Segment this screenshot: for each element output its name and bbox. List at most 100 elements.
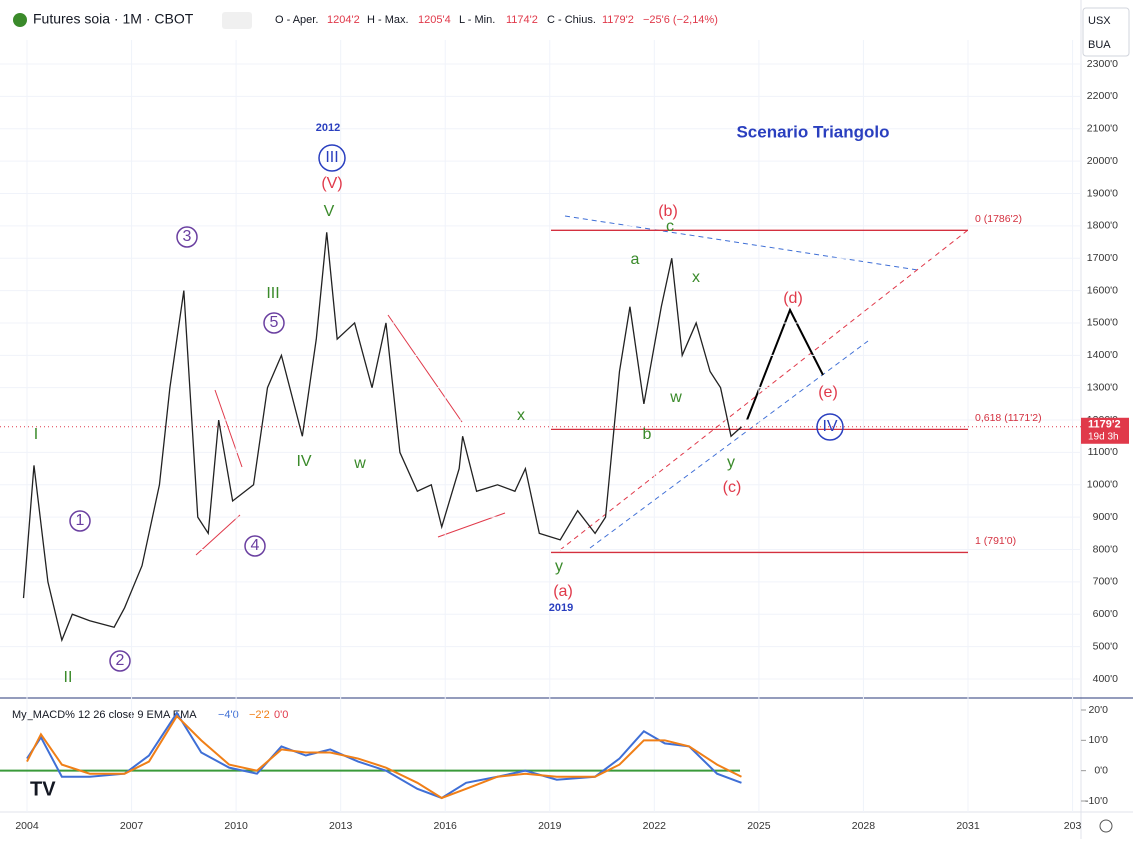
wave-label: 1 — [76, 512, 85, 529]
x-tick-label: 2004 — [15, 820, 39, 832]
wave-label: c — [666, 218, 674, 235]
high-label: H - Max. — [367, 14, 409, 26]
wave-label: 5 — [270, 314, 279, 331]
wave-circle — [176, 226, 198, 248]
y-tick-label: 2100'0 — [1087, 123, 1118, 135]
wave-label: y — [555, 558, 563, 575]
unit[interactable]: BUA — [1088, 39, 1111, 51]
wave-label: (a) — [553, 583, 573, 600]
countdown: 19d 3h — [1088, 431, 1119, 442]
y-tick-label: 1700'0 — [1087, 252, 1118, 264]
y-tick-label: 2000'0 — [1087, 155, 1118, 167]
trendlines — [195, 215, 969, 556]
macd-tick-label: 20'0 — [1088, 704, 1108, 716]
symbol-icon — [13, 13, 27, 27]
x-tick-label: 2007 — [120, 820, 144, 832]
symbol[interactable]: Futures soia · 1M · CBOT — [33, 11, 194, 27]
wave-label: III — [325, 149, 338, 166]
price-line — [22, 232, 742, 643]
wave-label: 2 — [116, 652, 125, 669]
x-tick-label: 203 — [1064, 820, 1082, 832]
signal-value: −2'2 — [249, 709, 270, 721]
macd-line — [26, 714, 742, 800]
wave-label: IV — [296, 453, 311, 470]
hist-value: 0'0 — [274, 709, 288, 721]
wave-label: y — [727, 454, 735, 471]
close-value: 1179'2 — [602, 14, 634, 26]
wave-label: w — [353, 455, 366, 472]
wave-label: (d) — [783, 290, 803, 307]
x-tick-label: 2025 — [747, 820, 771, 832]
settings[interactable] — [1099, 819, 1113, 833]
wave-label: 2012 — [316, 122, 340, 134]
wave-label: IV — [822, 418, 837, 435]
wave-label: a — [631, 251, 640, 268]
macd-value: −4'0 — [218, 709, 239, 721]
low-label: L - Min. — [459, 14, 495, 26]
y-tick-label: 1300'0 — [1087, 381, 1118, 393]
x-tick-label: 2022 — [643, 820, 667, 832]
open-value: 1204'2 — [327, 14, 360, 26]
y-tick-label: 1800'0 — [1087, 220, 1118, 232]
wave-label: (V) — [321, 175, 342, 192]
wave-circle — [244, 535, 266, 557]
wave-circle — [69, 510, 91, 532]
wave-label: 2019 — [549, 602, 573, 614]
x-tick-label: 2028 — [852, 820, 876, 832]
high-value: 1205'4 — [418, 14, 451, 26]
y-tick-label: 1100'0 — [1088, 446, 1119, 458]
wave-circle — [318, 144, 346, 172]
wave-label: x — [692, 269, 700, 286]
wave-label: (c) — [723, 479, 742, 496]
wave-label: 4 — [251, 537, 260, 554]
last-price: 1179'2 — [1088, 419, 1121, 431]
badge — [222, 12, 252, 29]
y-tick-label: 700'0 — [1093, 576, 1119, 588]
macd-tick-label: 10'0 — [1088, 734, 1108, 746]
currency[interactable]: USX — [1088, 15, 1111, 27]
wave-circle — [816, 413, 844, 441]
y-tick-label: 1500'0 — [1087, 317, 1118, 329]
logo: TV — [30, 778, 56, 800]
x-tick-label: 2019 — [538, 820, 562, 832]
last-price-box — [1081, 417, 1129, 444]
y-tick-label: 500'0 — [1093, 640, 1119, 652]
wave-label: I — [34, 426, 38, 443]
wave-label: 3 — [183, 228, 192, 245]
y-tick-label: 1900'0 — [1087, 187, 1118, 199]
unit-box[interactable] — [1082, 7, 1130, 57]
y-tick-label: 400'0 — [1093, 673, 1119, 685]
macd-tick-label: -10'0 — [1085, 795, 1108, 807]
wave-circle — [263, 312, 285, 334]
fib-label: 1 (791'0) — [975, 535, 1016, 547]
wave-label: III — [266, 285, 279, 302]
x-tick-label: 2016 — [434, 820, 458, 832]
wave-circle — [109, 650, 131, 672]
open-label: O - Aper. — [275, 14, 318, 26]
x-tick-label: 2013 — [329, 820, 353, 832]
y-tick-label: 600'0 — [1093, 608, 1119, 620]
wave-label: x — [517, 407, 525, 424]
y-tick-label: 2300'0 — [1087, 58, 1118, 70]
wave-label: (b) — [658, 203, 678, 220]
y-tick-label: 1000'0 — [1087, 479, 1118, 491]
chart-title: Scenario Triangolo — [736, 122, 889, 141]
fib-label: 0 (1786'2) — [975, 213, 1022, 225]
wave-label: II — [64, 669, 73, 686]
y-tick-label: 2200'0 — [1087, 90, 1118, 102]
wave-label: w — [669, 389, 682, 406]
change: −25'6 (−2,14%) — [643, 14, 718, 26]
low-value: 1174'2 — [506, 14, 538, 26]
close-label: C - Chius. — [547, 14, 596, 26]
x-tick-label: 2031 — [956, 820, 980, 832]
y-tick-label: 1600'0 — [1087, 284, 1118, 296]
wave-label: (e) — [818, 384, 838, 401]
y-tick-label: 800'0 — [1093, 543, 1119, 555]
y-tick-label: 900'0 — [1093, 511, 1119, 523]
wave-label: b — [643, 426, 652, 443]
macd-tick-label: 0'0 — [1094, 764, 1108, 776]
y-tick-label: 1400'0 — [1087, 349, 1118, 361]
fib-label: 0,618 (1171'2) — [975, 412, 1042, 424]
